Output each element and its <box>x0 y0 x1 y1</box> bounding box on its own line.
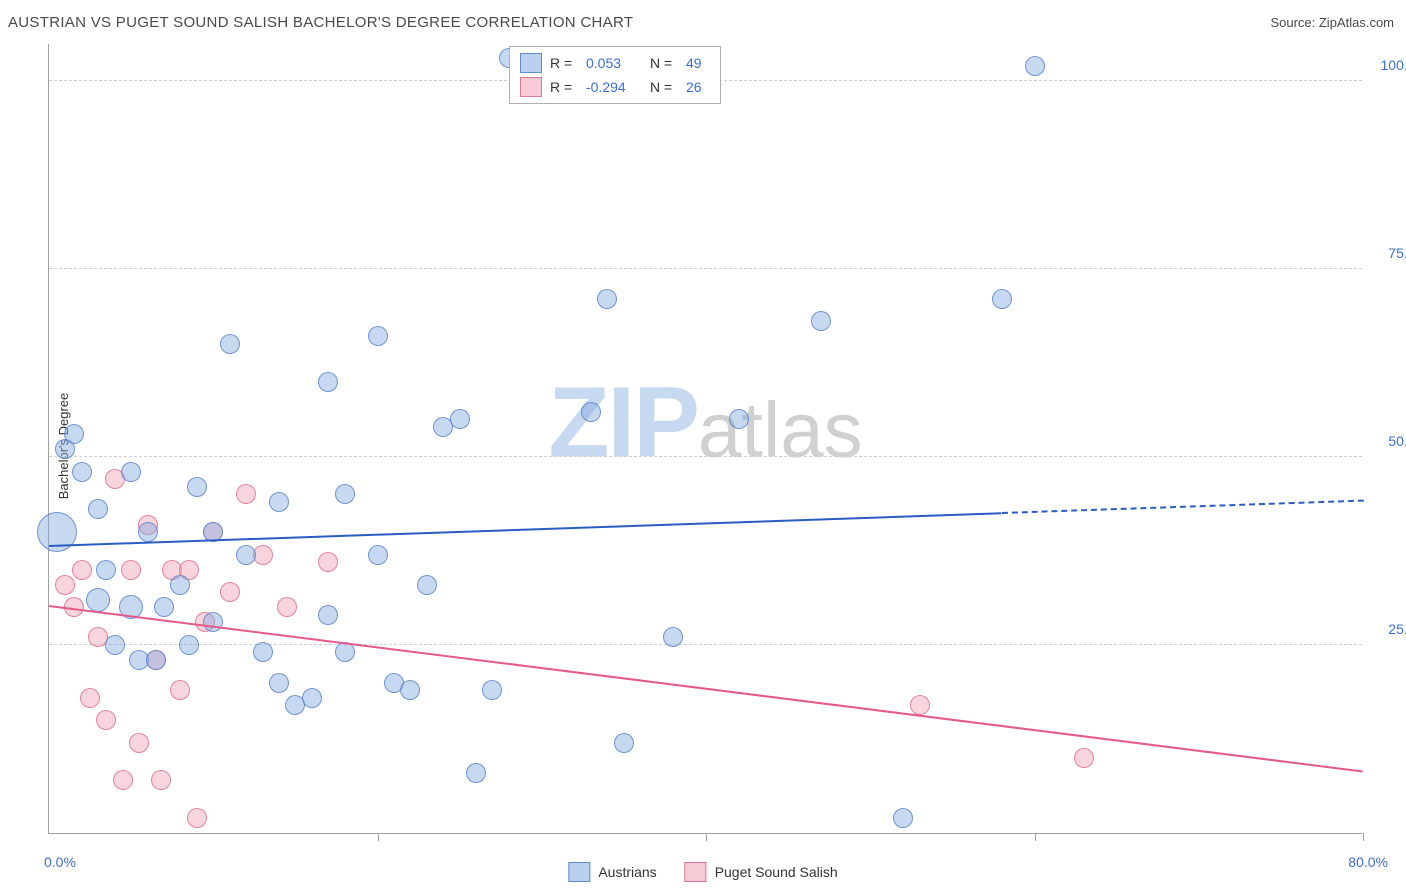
data-point <box>236 484 256 504</box>
legend-swatch-pink <box>685 862 707 882</box>
stats-swatch <box>520 53 542 73</box>
data-point <box>121 462 141 482</box>
data-point <box>318 372 338 392</box>
data-point <box>400 680 420 700</box>
data-point <box>154 597 174 617</box>
data-point <box>277 597 297 617</box>
data-point <box>614 733 634 753</box>
data-point <box>220 582 240 602</box>
chart-source: Source: ZipAtlas.com <box>1270 15 1394 30</box>
data-point <box>597 289 617 309</box>
watermark: ZIPatlas <box>548 365 862 480</box>
data-point <box>80 688 100 708</box>
data-point <box>318 605 338 625</box>
data-point <box>96 710 116 730</box>
data-point <box>220 334 240 354</box>
data-point <box>129 733 149 753</box>
data-point <box>96 560 116 580</box>
legend-label-salish: Puget Sound Salish <box>715 864 838 880</box>
trend-line <box>49 512 1002 547</box>
data-point <box>170 680 190 700</box>
y-tick-label: 25.0% <box>1368 621 1406 637</box>
data-point <box>151 770 171 790</box>
data-point <box>368 326 388 346</box>
data-point <box>910 695 930 715</box>
stat-n-label: N = <box>650 79 678 95</box>
x-tick <box>706 833 707 841</box>
data-point <box>992 289 1012 309</box>
data-point <box>86 588 110 612</box>
x-tick <box>1035 833 1036 841</box>
watermark-atlas: atlas <box>698 385 863 473</box>
legend-label-austrians: Austrians <box>598 864 656 880</box>
y-tick-label: 75.0% <box>1368 245 1406 261</box>
data-point <box>663 627 683 647</box>
data-point <box>113 770 133 790</box>
data-point <box>335 642 355 662</box>
gridline <box>49 268 1362 269</box>
stat-n-label: N = <box>650 55 678 71</box>
data-point <box>170 575 190 595</box>
data-point <box>1025 56 1045 76</box>
data-point <box>1074 748 1094 768</box>
stats-legend: R = 0.053 N = 49 R = -0.294 N = 26 <box>509 46 721 104</box>
data-point <box>417 575 437 595</box>
data-point <box>105 635 125 655</box>
watermark-zip: ZIP <box>548 366 698 478</box>
stat-r-label: R = <box>550 55 578 71</box>
x-axis-max-label: 80.0% <box>1348 854 1388 870</box>
data-point <box>203 612 223 632</box>
data-point <box>121 560 141 580</box>
x-tick <box>378 833 379 841</box>
data-point <box>72 462 92 482</box>
stat-r-value: -0.294 <box>586 79 642 95</box>
data-point <box>581 402 601 422</box>
legend-swatch-blue <box>568 862 590 882</box>
data-point <box>893 808 913 828</box>
trend-line <box>49 605 1363 773</box>
stat-n-value: 26 <box>686 79 710 95</box>
data-point <box>72 560 92 580</box>
data-point <box>302 688 322 708</box>
data-point <box>179 635 199 655</box>
chart-title: AUSTRIAN VS PUGET SOUND SALISH BACHELOR'… <box>8 14 633 31</box>
data-point <box>318 552 338 572</box>
data-point <box>146 650 166 670</box>
data-point <box>55 575 75 595</box>
y-tick-label: 100.0% <box>1368 57 1406 73</box>
data-point <box>138 522 158 542</box>
data-point <box>269 492 289 512</box>
stat-n-value: 49 <box>686 55 710 71</box>
chart-header: AUSTRIAN VS PUGET SOUND SALISH BACHELOR'… <box>0 0 1406 44</box>
trend-line <box>1002 500 1363 514</box>
data-point <box>187 808 207 828</box>
data-point <box>482 680 502 700</box>
gridline <box>49 644 1362 645</box>
legend-item-austrians: Austrians <box>568 862 656 882</box>
legend-item-salish: Puget Sound Salish <box>685 862 838 882</box>
x-axis-min-label: 0.0% <box>44 854 76 870</box>
stats-swatch <box>520 77 542 97</box>
y-tick-label: 50.0% <box>1368 433 1406 449</box>
data-point <box>450 409 470 429</box>
data-point <box>729 409 749 429</box>
data-point <box>466 763 486 783</box>
plot-area: ZIPatlas 25.0%50.0%75.0%100.0%R =0.053N … <box>48 44 1362 834</box>
data-point <box>88 499 108 519</box>
data-point <box>253 642 273 662</box>
stats-legend-row: R = 0.053 N = 49 <box>520 51 710 75</box>
data-point <box>236 545 256 565</box>
stat-r-label: R = <box>550 79 578 95</box>
data-point <box>269 673 289 693</box>
data-point <box>368 545 388 565</box>
stats-legend-row: R = -0.294 N = 26 <box>520 75 710 99</box>
series-legend: Austrians Puget Sound Salish <box>568 862 837 882</box>
stat-r-value: 0.053 <box>586 55 642 71</box>
data-point <box>811 311 831 331</box>
data-point <box>187 477 207 497</box>
gridline <box>49 456 1362 457</box>
data-point <box>64 424 84 444</box>
data-point <box>335 484 355 504</box>
x-tick <box>1363 833 1364 841</box>
